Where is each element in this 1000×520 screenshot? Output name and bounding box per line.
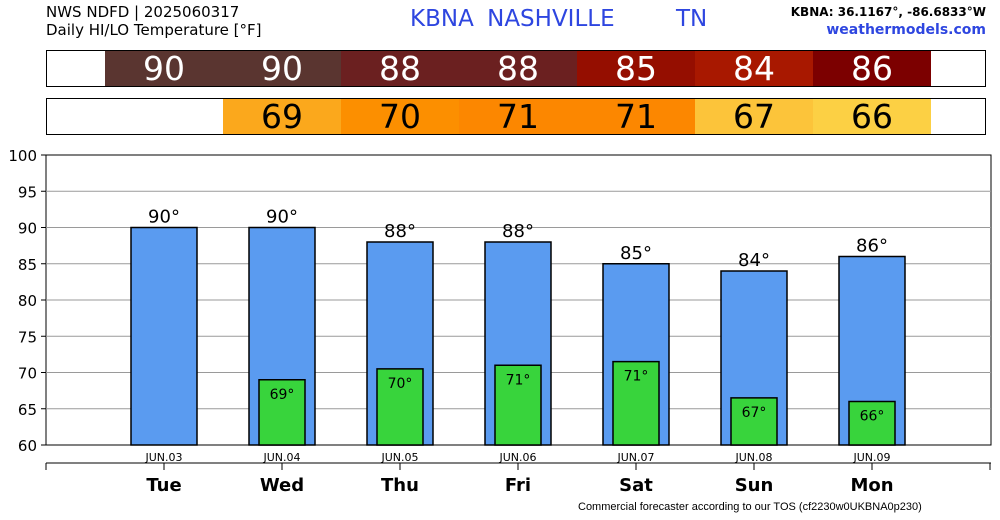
y-tick-label: 65	[18, 401, 37, 419]
low-bar	[848, 400, 896, 446]
day-label: Wed	[260, 475, 304, 496]
date-label: JUN.09	[852, 451, 890, 464]
date-label: JUN.06	[498, 451, 536, 464]
low-bar-label: 69°	[270, 387, 295, 403]
lo-cell-5: 67	[695, 97, 813, 136]
date-label: JUN.03	[144, 451, 182, 464]
hi-cell-0: 90	[105, 49, 223, 88]
hi-cell-6: 86	[813, 49, 931, 88]
lo-cell-4: 71	[577, 97, 695, 136]
high-bar-label: 84°	[738, 250, 770, 271]
low-bar-label: 71°	[506, 372, 531, 388]
station-coordinates: KBNA: 36.1167°, -86.6833°W	[790, 5, 986, 19]
date-label: JUN.04	[262, 451, 300, 464]
y-tick-label: 95	[18, 183, 37, 201]
low-bar	[258, 379, 306, 446]
high-bar	[130, 226, 198, 446]
y-tick-label: 70	[18, 365, 37, 383]
day-label: Mon	[850, 475, 893, 496]
low-bar	[494, 364, 542, 446]
y-tick-label: 90	[18, 220, 37, 238]
low-bar	[376, 368, 424, 446]
y-tick-label: 75	[18, 328, 37, 346]
day-label: Sun	[735, 475, 774, 496]
high-bar-label: 85°	[620, 243, 652, 264]
hi-cell-1: 90	[223, 49, 341, 88]
day-label: Tue	[146, 475, 181, 496]
site-link[interactable]: weathermodels.com	[826, 22, 986, 38]
high-bar-label: 88°	[384, 221, 416, 242]
low-temp-strip: 69 70 71 71 67 66	[46, 97, 986, 136]
lo-cell-2: 70	[341, 97, 459, 136]
high-temp-strip: 90 90 88 88 85 84 86	[46, 49, 986, 88]
lo-cell-3: 71	[459, 97, 577, 136]
hi-cell-2: 88	[341, 49, 459, 88]
low-bar	[730, 397, 778, 446]
low-bar-label: 70°	[388, 376, 413, 392]
low-bar-label: 67°	[742, 405, 767, 421]
day-label: Thu	[381, 475, 419, 496]
day-label: Sat	[619, 475, 653, 496]
lo-cell-1: 69	[223, 97, 341, 136]
station-name: KBNA NASHVILLE	[410, 6, 615, 32]
y-tick-label: 60	[18, 437, 37, 455]
day-label: Fri	[505, 475, 531, 496]
hi-cell-3: 88	[459, 49, 577, 88]
high-bar-label: 86°	[856, 236, 888, 257]
low-bar-label: 66°	[860, 409, 885, 425]
high-bar-label: 90°	[266, 207, 298, 228]
date-label: JUN.05	[380, 451, 418, 464]
low-bar-label: 71°	[624, 369, 649, 385]
y-tick-label: 80	[18, 292, 37, 310]
product-subtitle: Daily HI/LO Temperature [°F]	[46, 21, 262, 39]
footer-note: Commercial forecaster according to our T…	[578, 501, 922, 513]
high-bar-label: 90°	[148, 207, 180, 228]
high-bar-label: 88°	[502, 221, 534, 242]
low-bar	[612, 360, 660, 446]
lo-cell-6: 66	[813, 97, 931, 136]
hi-cell-5: 84	[695, 49, 813, 88]
date-label: JUN.07	[616, 451, 654, 464]
y-tick-label: 85	[18, 256, 37, 274]
product-title: NWS NDFD | 2025060317	[46, 3, 240, 21]
station-state: TN	[676, 6, 708, 32]
y-tick-label: 100	[8, 147, 37, 165]
hi-cell-4: 85	[577, 49, 695, 88]
date-label: JUN.08	[734, 451, 772, 464]
